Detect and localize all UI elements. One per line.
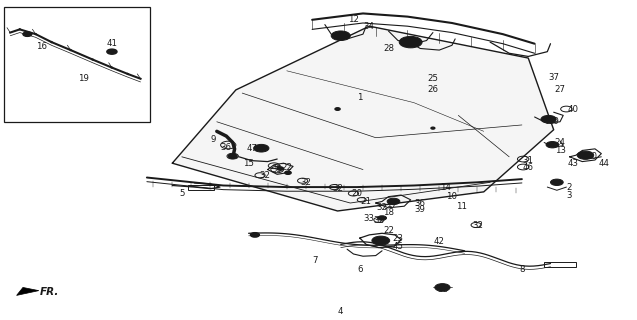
Text: 1: 1	[357, 93, 362, 102]
Circle shape	[387, 198, 400, 204]
Text: 18: 18	[383, 208, 394, 217]
Text: 39: 39	[415, 205, 426, 214]
Text: 32: 32	[376, 203, 387, 212]
Text: 36: 36	[221, 143, 232, 152]
Text: 26: 26	[427, 85, 438, 94]
Text: 30: 30	[586, 152, 598, 161]
Circle shape	[285, 171, 291, 174]
Text: 34: 34	[364, 22, 375, 31]
Circle shape	[331, 31, 350, 41]
Circle shape	[541, 116, 556, 123]
Circle shape	[550, 179, 563, 186]
Text: 14: 14	[440, 183, 451, 192]
Text: 17: 17	[386, 200, 397, 209]
Circle shape	[335, 108, 340, 110]
Text: 21: 21	[361, 197, 371, 206]
Text: 46: 46	[523, 164, 534, 172]
Circle shape	[107, 49, 117, 54]
Text: 32: 32	[373, 216, 384, 225]
Text: 19: 19	[78, 74, 89, 83]
Circle shape	[228, 154, 237, 158]
Text: 37: 37	[548, 73, 559, 82]
Text: 36: 36	[415, 198, 426, 207]
Circle shape	[250, 233, 259, 237]
Bar	[188, 185, 213, 190]
Text: 44: 44	[599, 159, 610, 168]
Text: 47: 47	[247, 144, 257, 153]
Text: 43: 43	[567, 159, 578, 168]
Text: 38: 38	[437, 284, 448, 293]
Circle shape	[378, 216, 387, 220]
Text: 7: 7	[313, 256, 318, 265]
Bar	[544, 262, 576, 268]
Bar	[4, 7, 150, 122]
Text: 8: 8	[519, 265, 525, 275]
Text: 35: 35	[272, 165, 283, 174]
Text: 6: 6	[357, 265, 362, 275]
Text: 40: 40	[567, 105, 578, 114]
Text: 28: 28	[383, 44, 394, 53]
Text: 15: 15	[243, 159, 254, 168]
Circle shape	[399, 36, 422, 48]
Text: 33: 33	[364, 214, 375, 223]
Circle shape	[254, 144, 269, 152]
Text: 32: 32	[472, 221, 483, 230]
Text: 12: 12	[348, 15, 359, 24]
Text: 23: 23	[392, 234, 403, 243]
Text: 2: 2	[567, 183, 572, 192]
Circle shape	[546, 141, 559, 148]
Text: 29: 29	[548, 117, 559, 126]
Text: FR.: FR.	[40, 287, 59, 297]
Text: 11: 11	[456, 202, 467, 211]
Text: 13: 13	[555, 146, 566, 155]
Circle shape	[277, 167, 283, 170]
Text: 41: 41	[106, 39, 117, 48]
Polygon shape	[173, 26, 554, 211]
Text: 4: 4	[338, 307, 343, 316]
Text: 22: 22	[383, 226, 394, 235]
Text: 32: 32	[332, 184, 343, 193]
Circle shape	[23, 32, 32, 36]
Text: 42: 42	[434, 237, 445, 246]
Text: 32: 32	[300, 178, 311, 187]
Text: 45: 45	[392, 242, 403, 251]
Text: 24: 24	[555, 138, 566, 147]
Text: 9: 9	[211, 135, 217, 144]
Text: 20: 20	[351, 189, 362, 198]
Text: 27: 27	[555, 85, 566, 94]
Text: 3: 3	[567, 190, 572, 200]
Circle shape	[577, 151, 594, 159]
Circle shape	[372, 236, 390, 245]
Text: 25: 25	[427, 74, 438, 83]
Text: 5: 5	[179, 189, 185, 198]
Circle shape	[435, 284, 450, 291]
Text: 32: 32	[259, 172, 270, 180]
Text: 16: 16	[36, 42, 48, 52]
Text: 22: 22	[281, 164, 292, 172]
Text: 31: 31	[523, 156, 534, 164]
Circle shape	[431, 127, 435, 129]
Polygon shape	[17, 287, 39, 295]
Text: 10: 10	[447, 192, 457, 201]
